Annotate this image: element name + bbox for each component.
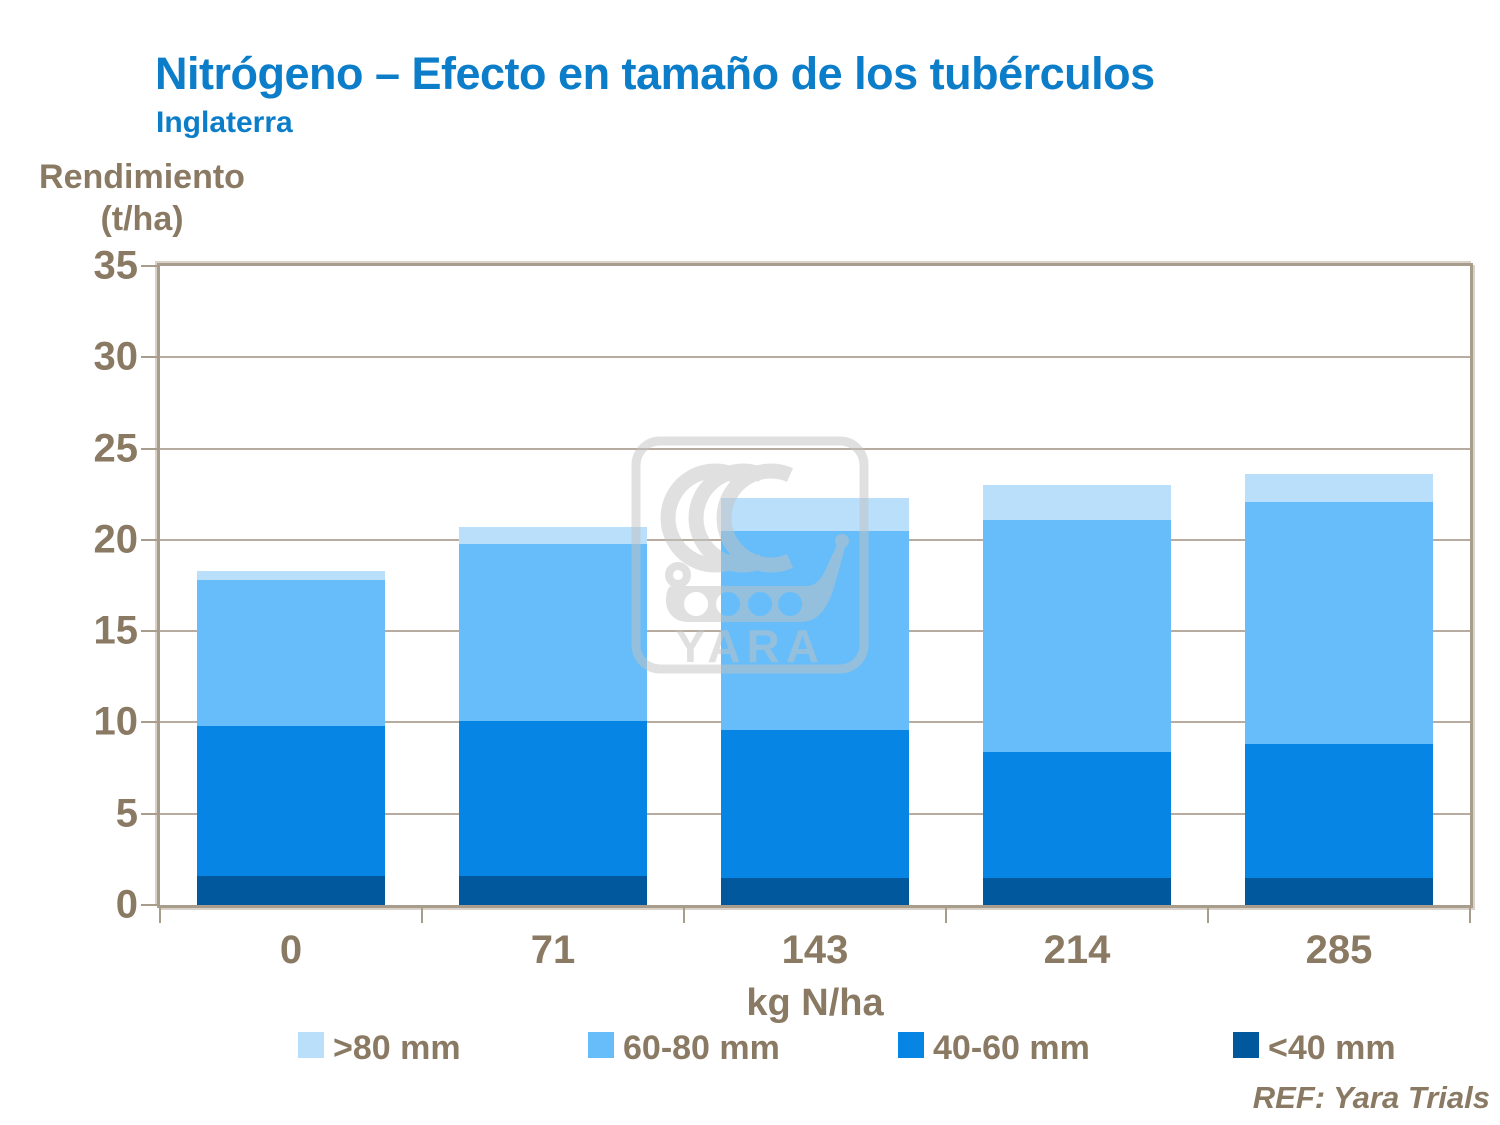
y-tick-mark xyxy=(141,721,157,724)
legend-swatch-icon xyxy=(898,1032,924,1058)
bar-segment-80mm xyxy=(983,485,1171,520)
bar-segment-4060mm xyxy=(459,720,647,876)
reference-note: REF: Yara Trials xyxy=(1252,1080,1490,1115)
bar-segment-40mm xyxy=(721,877,909,905)
bar-segment-6080mm xyxy=(459,543,647,721)
y-tick-label: 25 xyxy=(93,426,139,471)
x-tick-label: 214 xyxy=(1043,928,1111,972)
y-tick-mark xyxy=(141,812,157,815)
y-tick-label: 10 xyxy=(93,699,139,744)
bar-segment-4060mm xyxy=(983,751,1171,878)
y-tick-mark xyxy=(141,447,157,450)
bar-segment-4060mm xyxy=(1245,744,1433,878)
legend-item: >80 mm xyxy=(298,1029,461,1067)
legend-swatch-icon xyxy=(298,1032,324,1058)
chart-title: Nitrógeno – Efecto en tamaño de los tubé… xyxy=(155,48,1155,99)
legend-label: <40 mm xyxy=(1268,1029,1396,1067)
legend-swatch-icon xyxy=(1233,1032,1259,1058)
y-tick-label: 15 xyxy=(93,608,139,653)
y-tick-mark xyxy=(141,265,157,267)
x-tick-mark xyxy=(1207,908,1209,923)
x-tick-mark xyxy=(945,908,947,923)
x-tick-label: 143 xyxy=(781,928,849,972)
legend-item: 60-80 mm xyxy=(588,1029,780,1067)
y-tick-mark xyxy=(141,356,157,359)
y-tick-label: 0 xyxy=(115,882,138,927)
y-tick-label: 5 xyxy=(115,791,138,836)
legend-swatch-icon xyxy=(588,1032,614,1058)
legend-label: 40-60 mm xyxy=(933,1029,1090,1067)
x-tick-mark xyxy=(159,908,161,923)
bar-segment-40mm xyxy=(1245,877,1433,905)
bar-segment-40mm xyxy=(197,875,385,905)
gridline xyxy=(160,447,1470,450)
x-tick-label: 71 xyxy=(530,928,576,972)
legend-item: <40 mm xyxy=(1233,1029,1396,1067)
x-tick-mark xyxy=(683,908,685,923)
bar-segment-40mm xyxy=(983,877,1171,905)
x-tick-mark xyxy=(421,908,423,923)
bar-segment-80mm xyxy=(1245,474,1433,502)
y-tick-label: 30 xyxy=(93,334,139,379)
legend-item: 40-60 mm xyxy=(898,1029,1090,1067)
plot-area xyxy=(157,263,1473,908)
bar-segment-80mm xyxy=(721,497,909,531)
bar-segment-6080mm xyxy=(983,519,1171,752)
legend-label: >80 mm xyxy=(333,1029,461,1067)
gridline xyxy=(160,356,1470,359)
bar-segment-4060mm xyxy=(197,726,385,876)
y-tick-mark xyxy=(141,904,157,906)
bar-segment-6080mm xyxy=(197,580,385,727)
chart-subtitle: Inglaterra xyxy=(156,106,293,139)
x-axis-title: kg N/ha xyxy=(746,982,884,1024)
y-axis-title: Rendimiento (t/ha) xyxy=(18,156,266,240)
bar-segment-6080mm xyxy=(721,530,909,730)
y-tick-mark xyxy=(141,630,157,633)
x-tick-label: 285 xyxy=(1305,928,1373,972)
x-tick-label: 0 xyxy=(279,928,303,972)
bar-segment-6080mm xyxy=(1245,501,1433,745)
bar-segment-40mm xyxy=(459,875,647,905)
y-tick-label: 35 xyxy=(93,243,139,288)
y-tick-mark xyxy=(141,538,157,541)
y-axis-title-line2: (t/ha) xyxy=(100,200,184,238)
bar-segment-4060mm xyxy=(721,729,909,878)
y-axis-title-line1: Rendimiento xyxy=(39,158,245,196)
legend-label: 60-80 mm xyxy=(623,1029,780,1067)
bar-segment-80mm xyxy=(197,570,385,581)
y-tick-label: 20 xyxy=(93,517,139,562)
x-tick-mark xyxy=(1469,908,1471,923)
bar-segment-80mm xyxy=(459,527,647,544)
